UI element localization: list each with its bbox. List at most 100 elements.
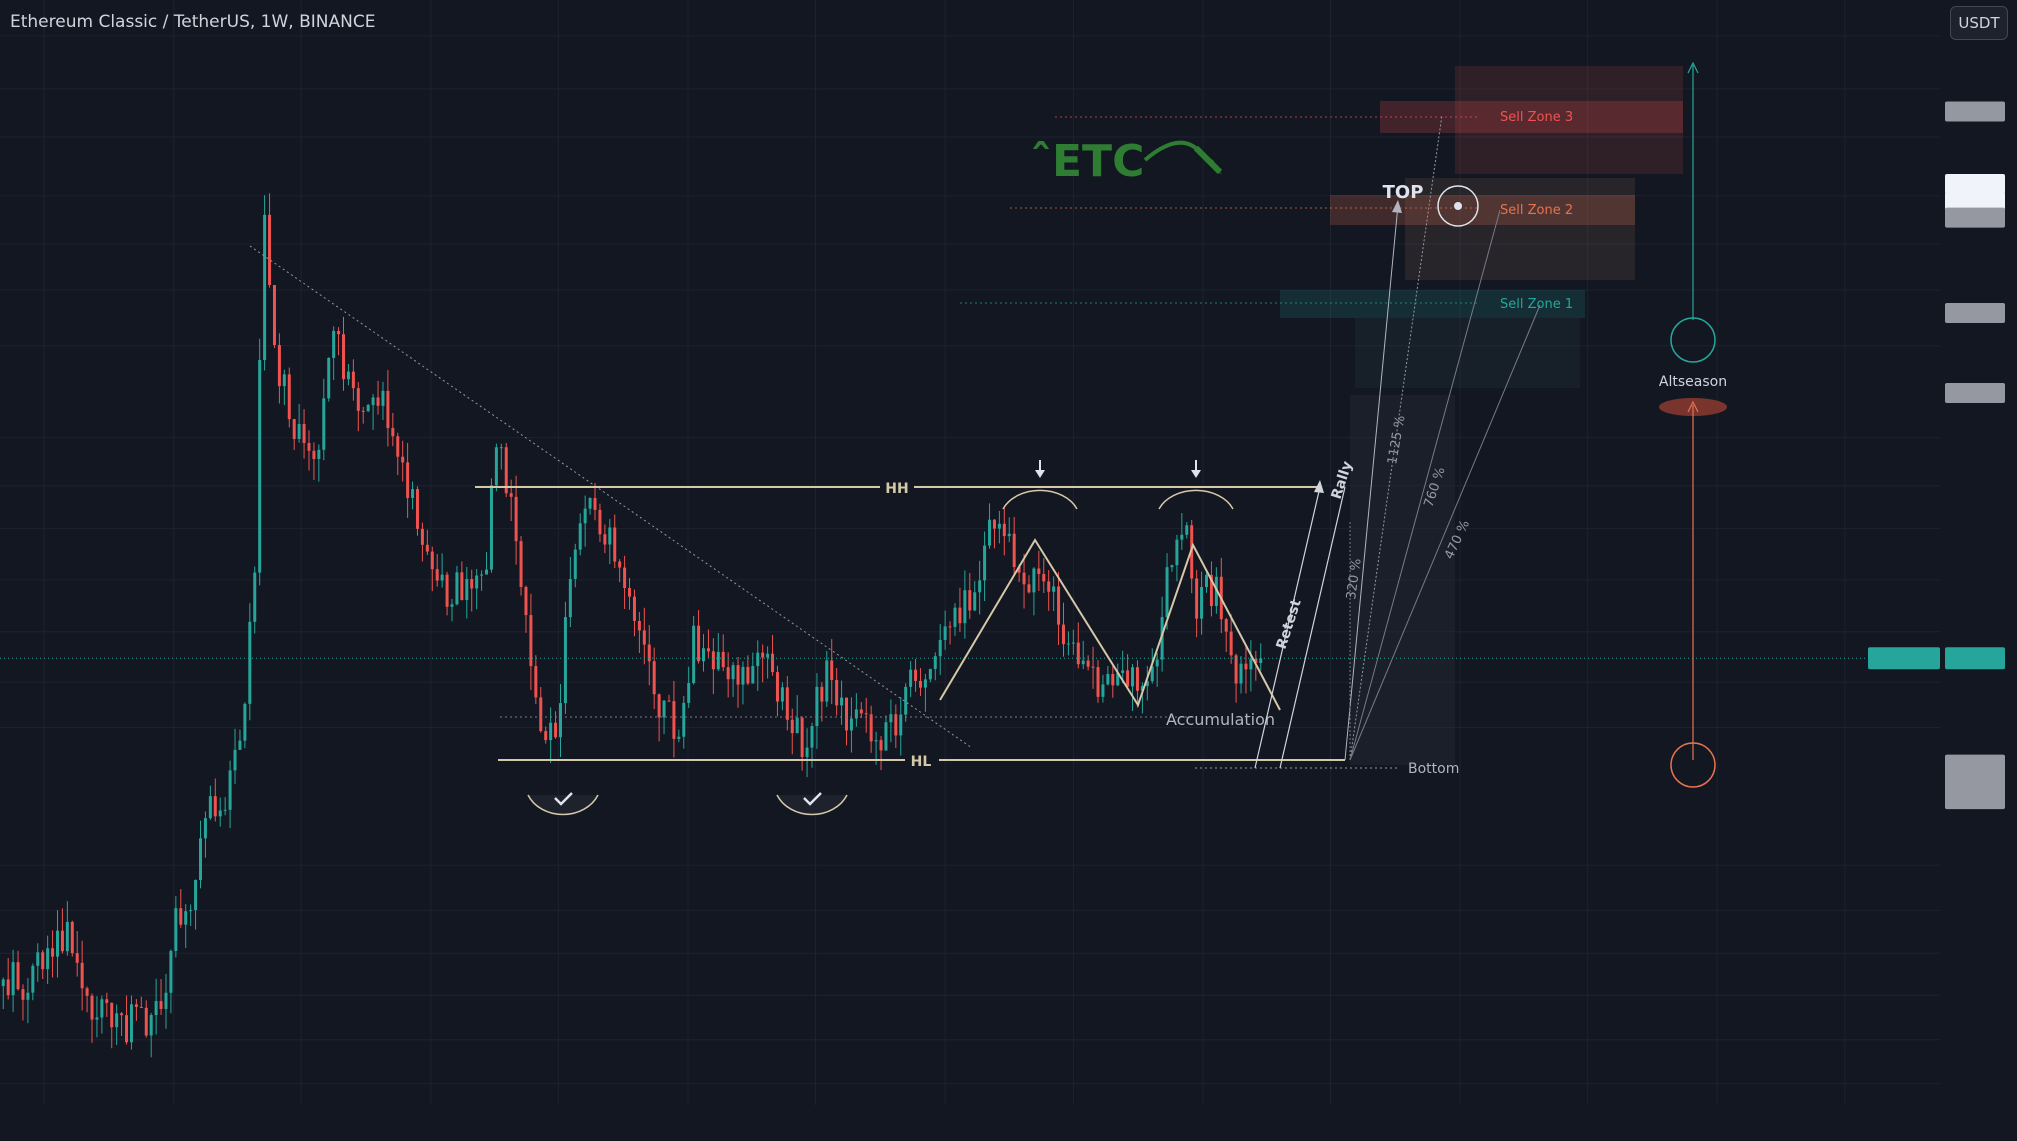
candle-body — [1096, 667, 1100, 697]
candle-body — [988, 519, 992, 546]
sell-zone-2-label: Sell Zone 2 — [1500, 203, 1573, 218]
candle-body — [598, 509, 602, 535]
candle-body — [1042, 574, 1046, 582]
candle-body — [973, 592, 977, 611]
candle-body — [445, 574, 449, 607]
candle-body — [800, 717, 804, 758]
candle-body — [1047, 581, 1051, 592]
candle-body — [277, 345, 281, 387]
candle-body — [1224, 619, 1228, 632]
sell-zone-2-box — [1405, 178, 1635, 280]
sell-zone-3-label: Sell Zone 3 — [1500, 110, 1573, 125]
candle-body — [1180, 534, 1184, 540]
candle-body — [746, 666, 750, 684]
candle-body — [332, 330, 336, 358]
candle-body — [342, 334, 346, 380]
candle-body — [662, 700, 666, 718]
candle-body — [312, 450, 316, 459]
candle-body — [115, 1013, 119, 1028]
pattern-zigzag — [939, 538, 1281, 711]
candle-body — [485, 569, 489, 575]
candle-body — [820, 686, 824, 702]
candle-body — [233, 749, 237, 771]
down-arrow-head — [1035, 470, 1045, 478]
candle-body — [1209, 574, 1213, 607]
candle-body — [16, 962, 20, 990]
candle-body — [766, 653, 770, 658]
candle-body — [1022, 572, 1026, 585]
candle-body — [983, 545, 987, 581]
candle-body — [928, 668, 932, 680]
candle-body — [1032, 568, 1036, 593]
top-label: TOP — [1383, 182, 1424, 203]
candle-body — [263, 214, 267, 361]
down-arrow-head — [1191, 470, 1201, 478]
candle-body — [830, 660, 834, 680]
candle-body — [489, 485, 493, 570]
candle-body — [297, 423, 301, 439]
candle-body — [1037, 568, 1041, 575]
candle-body — [51, 948, 55, 957]
candle-body — [1071, 642, 1075, 644]
currency-button[interactable]: USDT — [1950, 6, 2008, 40]
candle-body — [238, 740, 242, 750]
candle-body — [1, 979, 5, 987]
candle-body — [100, 999, 104, 1018]
candle-body — [46, 948, 50, 970]
candle-body — [1106, 674, 1110, 685]
candle-body — [549, 722, 553, 741]
candle-body — [529, 615, 533, 667]
candle-body — [450, 604, 454, 607]
candle-body — [780, 687, 784, 702]
sell-zone-3-box — [1455, 66, 1683, 174]
candle-body — [90, 995, 94, 1020]
candle-body — [272, 285, 276, 346]
sell-zones — [960, 66, 1683, 765]
projection-top — [1344, 204, 1399, 761]
time-axis-bg — [0, 1105, 2017, 1141]
candle-body — [337, 330, 341, 335]
candle-body — [189, 910, 193, 912]
candle-body — [864, 713, 868, 715]
candle-body — [455, 572, 459, 605]
candle-body — [544, 731, 548, 741]
candle-body — [835, 679, 839, 706]
candle-body — [677, 736, 681, 739]
candle-body — [420, 528, 424, 545]
top-arc — [1158, 489, 1234, 510]
candle-body — [292, 419, 296, 439]
candle-body — [401, 456, 405, 463]
candle-body — [1195, 578, 1199, 619]
candle-body — [70, 921, 74, 954]
current-price-box — [1945, 647, 2005, 670]
candle-body — [65, 921, 69, 952]
retest-label: Retest — [1274, 597, 1305, 651]
candle-body — [647, 644, 651, 662]
candle-body — [859, 709, 863, 714]
candle-body — [31, 965, 35, 993]
candle-body — [554, 722, 558, 738]
candle-body — [519, 541, 523, 587]
candle-body — [386, 390, 390, 429]
candle-body — [134, 1004, 138, 1007]
etc-curve-arrow — [1143, 140, 1202, 162]
hl-label-bg — [905, 752, 939, 770]
hh-label: HH — [885, 481, 908, 497]
candle-body — [637, 620, 641, 631]
bottom-label: Bottom — [1408, 761, 1459, 777]
price-label-box — [1945, 207, 2005, 228]
candle-body — [904, 686, 908, 715]
rally-arrow-2 — [1279, 486, 1346, 769]
candle-body — [909, 669, 913, 687]
candle-body — [578, 523, 582, 550]
candle-body — [174, 908, 178, 951]
candle-body — [1160, 617, 1164, 660]
pct-320-label: 320 % — [1344, 558, 1365, 601]
candle-body — [849, 718, 853, 731]
candle-body — [391, 428, 395, 437]
price-label-box — [1945, 382, 2005, 403]
candle-body — [613, 527, 617, 562]
candle-body — [139, 1006, 143, 1008]
candle-body — [573, 549, 577, 579]
